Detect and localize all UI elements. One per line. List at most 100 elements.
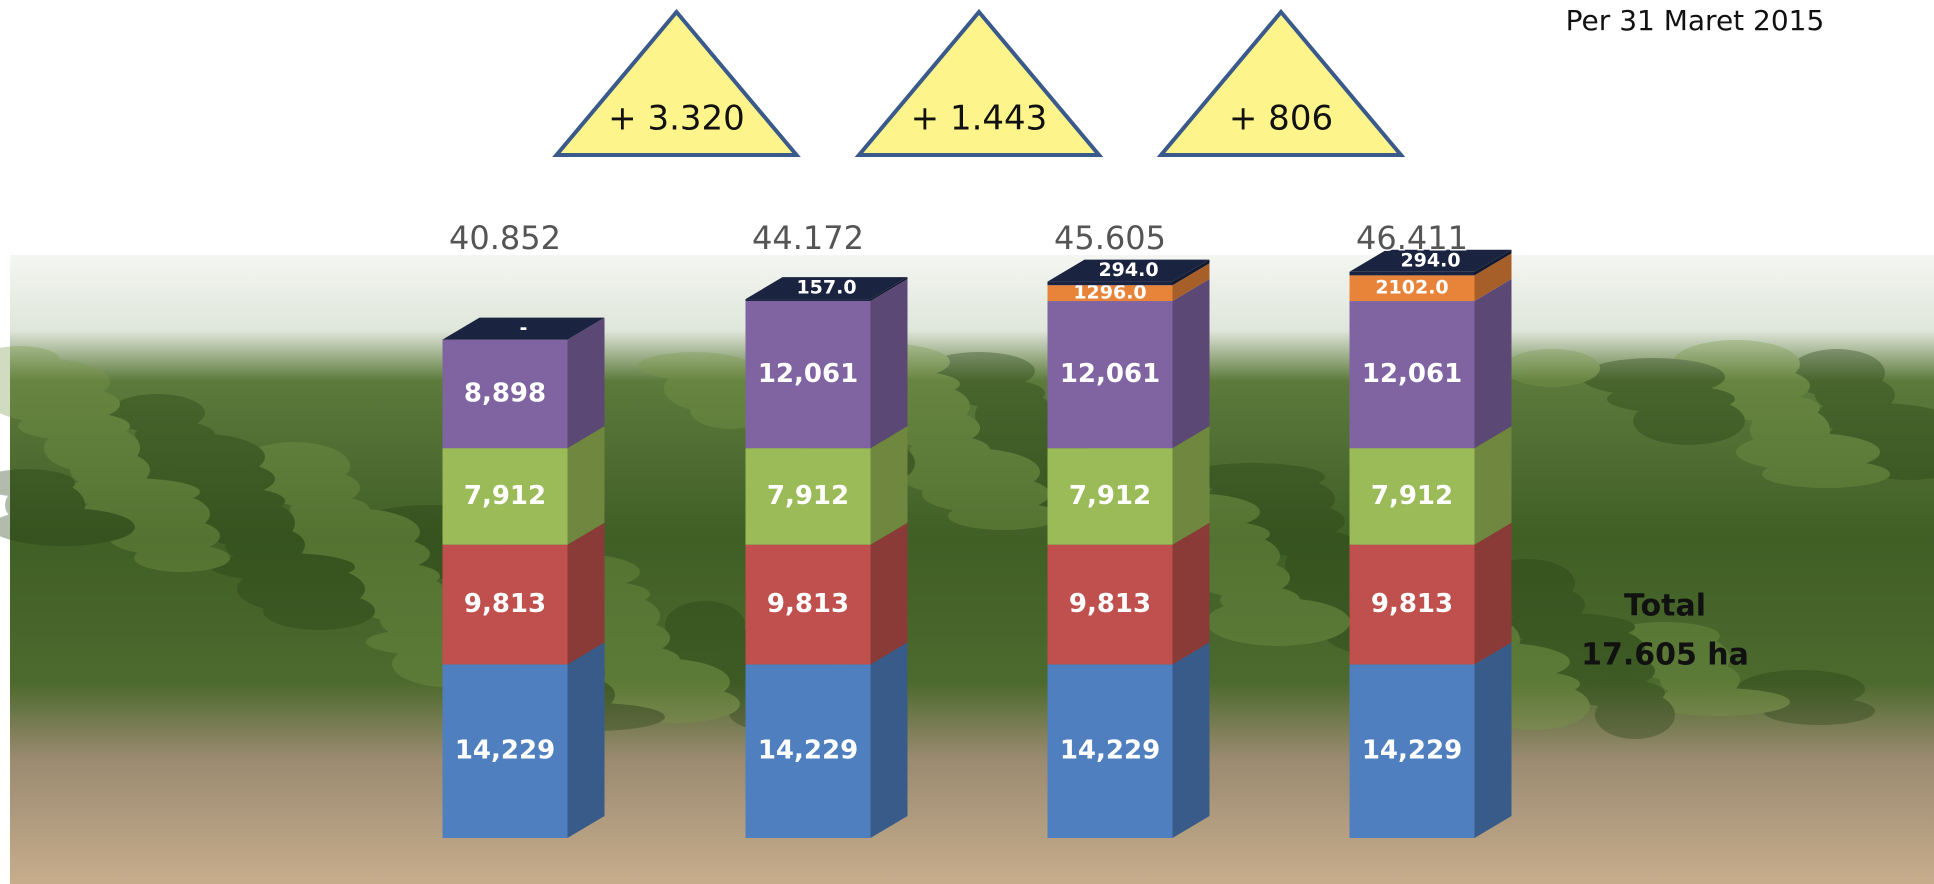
foliage bbox=[354, 574, 450, 622]
foliage bbox=[665, 601, 745, 649]
foliage bbox=[5, 481, 85, 529]
total-label: 45.605 bbox=[1054, 219, 1166, 257]
bar-side bbox=[870, 277, 908, 302]
annotation: Total bbox=[1624, 589, 1706, 624]
bar-side bbox=[1172, 279, 1210, 449]
bar-top bbox=[745, 277, 908, 300]
foliage bbox=[199, 499, 295, 547]
bar-segment bbox=[1349, 271, 1475, 276]
foliage bbox=[1607, 385, 1735, 413]
value-label: 12,061 bbox=[758, 359, 858, 389]
value-label: 7,912 bbox=[1371, 481, 1453, 511]
value-label: 14,229 bbox=[1362, 736, 1462, 766]
foliage bbox=[135, 421, 215, 449]
bar-side bbox=[870, 522, 908, 665]
foliage bbox=[1206, 598, 1350, 646]
foliage bbox=[290, 496, 370, 524]
foliage bbox=[612, 685, 740, 723]
value-label: 294.0 bbox=[1400, 249, 1460, 271]
foliage bbox=[922, 475, 1050, 513]
total-label: 44.172 bbox=[752, 219, 864, 257]
foliage bbox=[1517, 625, 1645, 673]
foliage bbox=[1827, 415, 1934, 463]
foliage bbox=[1181, 463, 1325, 491]
foliage bbox=[1660, 661, 1740, 699]
foliage bbox=[664, 364, 760, 412]
value-label: 2102.0 bbox=[1375, 277, 1448, 299]
foliage bbox=[44, 424, 140, 472]
bar-side bbox=[1172, 263, 1210, 302]
foliage bbox=[949, 379, 1045, 407]
bar-side bbox=[567, 642, 605, 838]
bar-side bbox=[870, 426, 908, 545]
foliage bbox=[1543, 652, 1655, 690]
increase-label: + 3.320 bbox=[608, 99, 745, 139]
value-label: 7,912 bbox=[1069, 481, 1151, 511]
foliage bbox=[1634, 634, 1730, 682]
foliage bbox=[586, 658, 730, 706]
foliage bbox=[1724, 394, 1820, 422]
bar-side bbox=[567, 426, 605, 545]
bar-segment bbox=[745, 299, 871, 302]
increase-triangle bbox=[1156, 8, 1406, 157]
bar-side bbox=[1474, 426, 1512, 545]
foliage bbox=[276, 508, 420, 556]
value-label: 14,229 bbox=[758, 736, 858, 766]
bar-segment bbox=[1349, 544, 1475, 665]
foliage bbox=[1233, 502, 1345, 540]
value-label: - bbox=[520, 317, 528, 339]
value-label: 294.0 bbox=[1098, 259, 1158, 281]
bar-segment bbox=[745, 544, 871, 665]
total-label: 46.411 bbox=[1356, 219, 1468, 257]
bar-side bbox=[567, 317, 605, 449]
foliage bbox=[1750, 406, 1830, 454]
value-label: 12,061 bbox=[1060, 359, 1160, 389]
bar-side bbox=[1172, 642, 1210, 838]
value-label: 7,912 bbox=[464, 481, 546, 511]
foliage bbox=[1763, 697, 1875, 725]
foliage bbox=[1504, 349, 1600, 387]
bar-segment bbox=[745, 664, 871, 838]
value-label: 8,898 bbox=[464, 378, 546, 408]
subtitle: Per 31 Maret 2015 bbox=[1566, 4, 1825, 37]
bar-segment bbox=[1349, 301, 1475, 449]
foliage bbox=[18, 412, 130, 440]
foliage bbox=[263, 592, 375, 630]
bar-segment bbox=[1047, 301, 1173, 449]
bar-side bbox=[1172, 426, 1210, 545]
value-label: 12,061 bbox=[1362, 359, 1462, 389]
foliage bbox=[0, 469, 75, 497]
bar-top bbox=[442, 317, 605, 340]
bar-segment bbox=[442, 448, 568, 545]
bar-segment bbox=[1047, 448, 1173, 545]
foliage bbox=[1789, 349, 1885, 397]
foliage bbox=[0, 508, 135, 546]
foliage bbox=[237, 565, 365, 613]
foliage bbox=[0, 346, 60, 374]
foliage bbox=[1801, 403, 1934, 431]
foliage bbox=[1491, 613, 1635, 641]
bar-segment bbox=[1047, 544, 1173, 665]
foliage bbox=[0, 385, 120, 423]
foliage bbox=[1853, 442, 1934, 480]
bar-segment bbox=[1047, 664, 1173, 838]
bar-side bbox=[1474, 249, 1512, 276]
foliage bbox=[109, 394, 205, 432]
foliage bbox=[1505, 586, 1585, 624]
foliage bbox=[56, 478, 200, 506]
bar-side bbox=[1172, 259, 1210, 286]
bar-top bbox=[1349, 249, 1512, 272]
value-label: 9,813 bbox=[1371, 589, 1453, 619]
foliage bbox=[1608, 622, 1720, 650]
value-label: 9,813 bbox=[767, 589, 849, 619]
bar-segment bbox=[442, 339, 568, 449]
foliage bbox=[121, 433, 265, 481]
bar-side bbox=[870, 642, 908, 838]
foliage bbox=[1581, 358, 1725, 396]
foliage bbox=[328, 562, 440, 590]
foliage bbox=[1698, 367, 1810, 405]
annotation: 17.605 ha bbox=[1581, 638, 1749, 673]
foliage bbox=[1672, 340, 1800, 388]
